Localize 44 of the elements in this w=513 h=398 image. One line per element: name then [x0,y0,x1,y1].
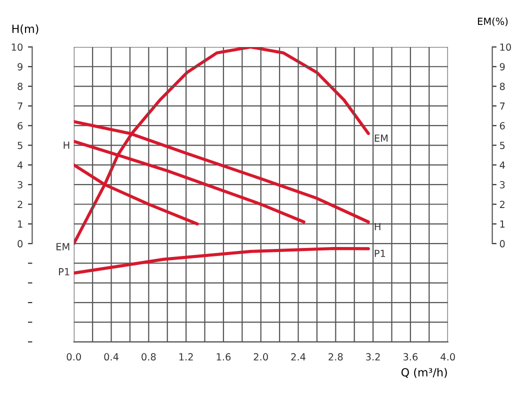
x-axis-title: Q (m³/h) [401,368,447,378]
text: P1 [59,268,70,276]
y-tick-label: 6 [18,122,23,130]
y-tick-label: 1 [18,220,22,228]
y2-tick-label: 3 [500,181,505,188]
y-tick-label: 0 [18,240,23,248]
y-tick-label: 10 [12,43,23,51]
line-series [74,246,370,275]
x-tick-label: 3.6 [403,353,418,361]
y2-tick-label: 4 [500,162,505,169]
y-tick-label: 8 [18,82,23,90]
x-tick-label: 3.2 [366,353,380,361]
x-tick-label: 0.0 [66,353,81,361]
x-tick-label: 4.0 [440,353,455,361]
x-tick-label: 2.8 [328,353,343,361]
line-series [74,46,370,246]
y2-tick-label: 10 [500,43,511,51]
text: EM [56,243,70,250]
y2-tick-label: 2 [500,200,504,208]
y-tick-label: 5 [18,142,22,150]
y2-tick-label: 0 [500,240,505,248]
y-tick-label: 9 [18,63,22,70]
x-tick-label: 2.4 [291,353,306,360]
text: H [64,142,70,149]
x-tick-label: 2.0 [254,353,268,361]
y2-tick-label: 6 [500,122,505,130]
y2-tick-label: 9 [500,63,505,70]
x-tick-label: 1.2 [179,353,193,360]
y2-axis-title: EM(%) [478,17,508,26]
x-tick-label: 1.6 [216,353,231,361]
series-label: P1 [374,250,386,257]
x-tick-label: 0.8 [142,353,156,361]
series-label: H [374,223,380,230]
y-tick-label: 4 [17,162,23,169]
x-tick-label: 0.4 [104,353,118,361]
y-axis-title: H(m) [12,24,38,34]
y2-tick-label: 5 [500,142,505,150]
y2-tick-label: 7 [500,102,505,110]
y-tick-label: 3 [18,181,22,188]
series-label: EM [374,134,388,142]
y2-tick-label: 1 [500,220,505,228]
y2-tick-label: 8 [500,82,505,90]
y-tick-label: 2 [18,200,22,208]
y-tick-label: 7 [18,102,22,110]
